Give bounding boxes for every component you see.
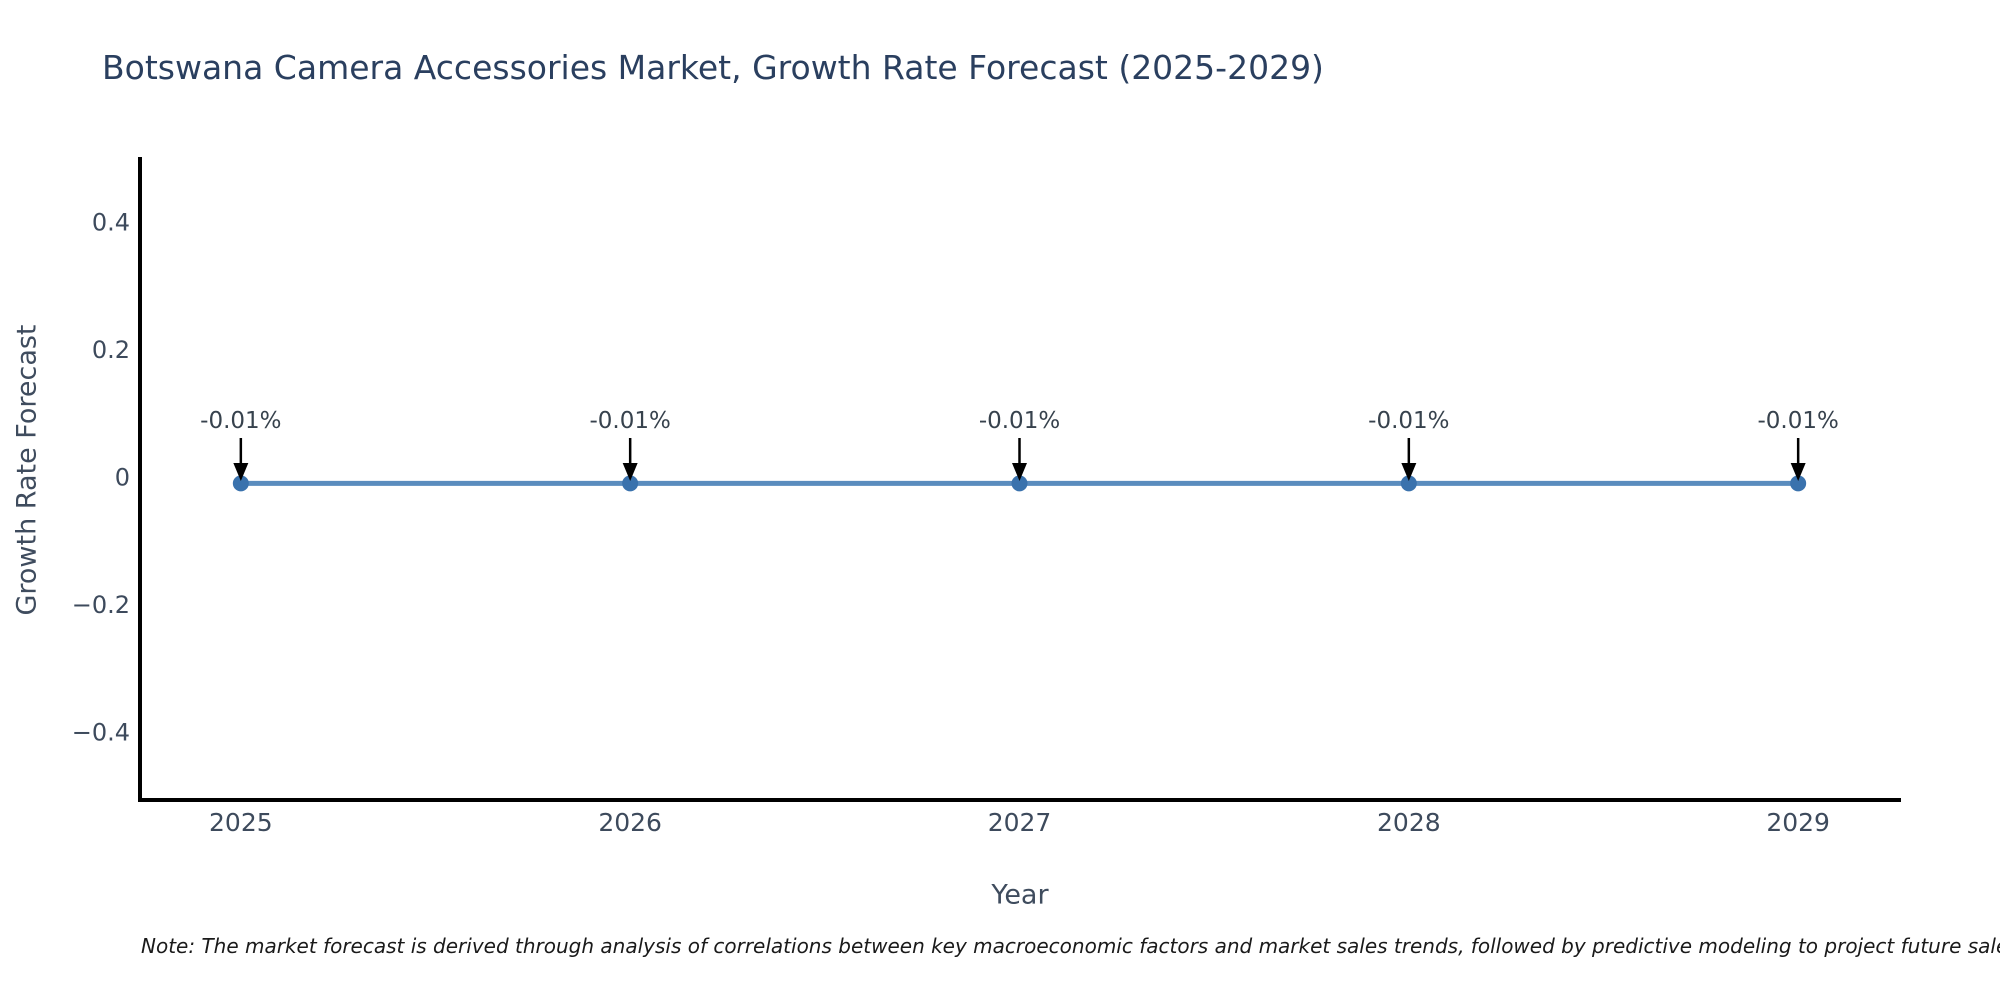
annotation-label: -0.01%	[1368, 408, 1449, 434]
y-tick-label: 0	[115, 464, 130, 492]
data-point	[1011, 475, 1028, 492]
annotation-arrow-head	[1790, 463, 1806, 481]
x-tick-label: 2028	[1377, 808, 1441, 837]
data-point	[1790, 475, 1807, 492]
x-tick-label: 2029	[1766, 808, 1830, 837]
annotation-arrow-head	[1401, 463, 1417, 481]
x-tick-label: 2025	[209, 808, 273, 837]
data-point	[232, 475, 249, 492]
y-tick-label: −0.2	[72, 591, 130, 619]
annotation-label: -0.01%	[200, 408, 281, 434]
chart-title: Botswana Camera Accessories Market, Grow…	[102, 48, 1324, 87]
x-axis-title: Year	[991, 879, 1049, 911]
annotation-label: -0.01%	[1757, 408, 1838, 434]
y-tick-label: 0.4	[92, 208, 130, 236]
data-point	[622, 475, 639, 492]
data-point	[1400, 475, 1417, 492]
footnote: Note: The market forecast is derived thr…	[141, 934, 2000, 958]
annotation-arrow-head	[622, 463, 638, 481]
annotation-label: -0.01%	[979, 408, 1060, 434]
annotation-arrow-head	[1012, 463, 1027, 481]
x-tick-label: 2027	[988, 808, 1052, 837]
annotation-label: -0.01%	[589, 408, 670, 434]
y-tick-label: 0.2	[92, 336, 130, 364]
y-tick-label: −0.4	[72, 719, 130, 747]
annotation-arrow-head	[233, 463, 249, 481]
x-tick-label: 2026	[598, 808, 662, 837]
